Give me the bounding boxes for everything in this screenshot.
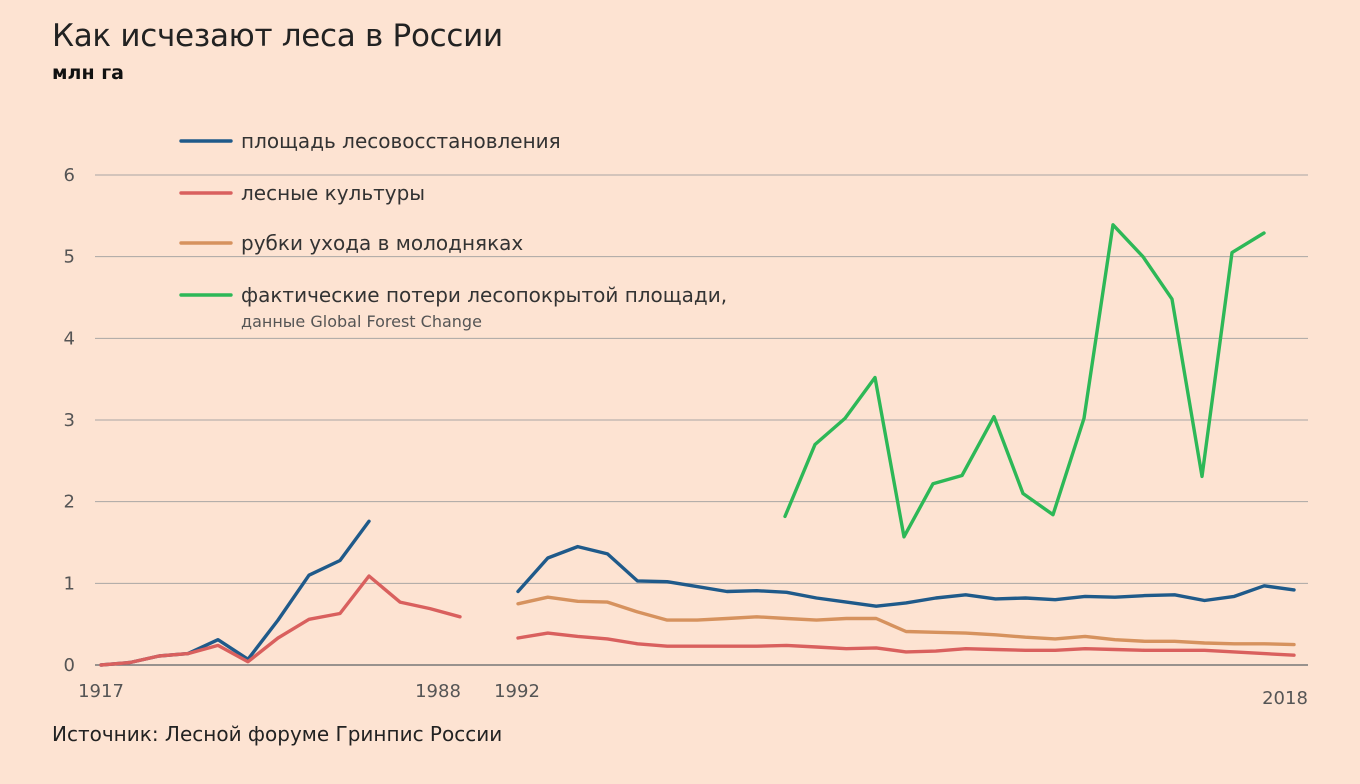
series-line xyxy=(516,544,1296,608)
legend-note: данные Global Forest Change xyxy=(241,312,482,331)
series-line xyxy=(516,595,1296,647)
y-axis-ticks: 0 1 2 3 4 5 6 xyxy=(64,165,75,676)
x-tick-label: 1917 xyxy=(78,681,124,702)
series-line xyxy=(783,223,1266,539)
y-tick-label: 1 xyxy=(64,573,75,594)
y-tick-label: 0 xyxy=(64,655,75,676)
x-tick-label: 1992 xyxy=(494,681,540,702)
grid-lines xyxy=(95,174,1308,666)
legend-label: фактические потери лесопокрытой площади, xyxy=(241,283,727,307)
series-line xyxy=(99,574,462,667)
chart-subtitle: млн га xyxy=(52,62,124,84)
y-tick-label: 4 xyxy=(64,328,75,349)
y-tick-label: 2 xyxy=(64,492,75,513)
y-tick-label: 6 xyxy=(64,165,75,186)
legend: площадь лесовосстановления лесные культур… xyxy=(179,129,727,331)
chart-title: Как исчезают леса в России xyxy=(52,18,503,54)
legend-label: площадь лесовосстановления xyxy=(241,129,561,153)
x-tick-label: 2018 xyxy=(1262,688,1308,709)
series-line xyxy=(99,519,371,667)
y-tick-label: 3 xyxy=(64,410,75,431)
y-tick-label: 5 xyxy=(64,247,75,268)
legend-label: рубки ухода в молодняках xyxy=(241,231,523,255)
legend-label: лесные культуры xyxy=(241,181,425,205)
series-line xyxy=(516,631,1296,657)
x-axis-ticks: 1917 1988 1992 2018 xyxy=(78,681,1308,709)
x-tick-label: 1988 xyxy=(415,681,461,702)
series-lines xyxy=(99,223,1296,667)
source-note: Источник: Лесной форуме Гринпис России xyxy=(52,722,503,746)
